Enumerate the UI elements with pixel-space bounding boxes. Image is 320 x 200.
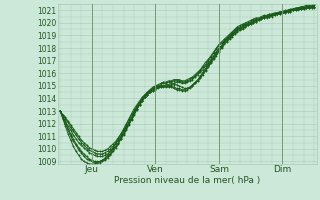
X-axis label: Pression niveau de la mer( hPa ): Pression niveau de la mer( hPa ) xyxy=(114,176,260,185)
